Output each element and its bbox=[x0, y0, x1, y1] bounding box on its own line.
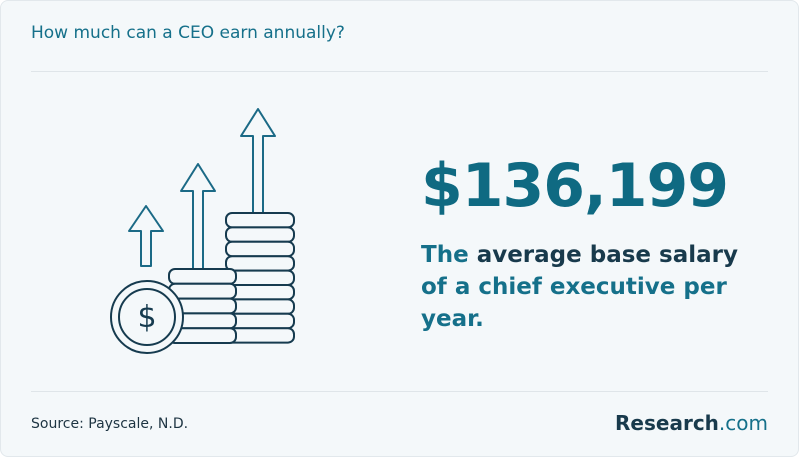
coin-inner bbox=[118, 288, 176, 346]
coin-layer bbox=[225, 240, 295, 258]
arrow bbox=[180, 163, 216, 270]
coin-layer bbox=[225, 212, 295, 229]
stat-description: The average base salary of a chief execu… bbox=[421, 239, 751, 335]
divider bbox=[31, 71, 768, 72]
arrow bbox=[240, 108, 276, 214]
coin-layer bbox=[225, 255, 295, 272]
coin-layer bbox=[225, 226, 295, 243]
desc-text: of a bbox=[421, 274, 471, 300]
coin-layer bbox=[168, 268, 237, 285]
dollar-sign: $ bbox=[137, 300, 156, 335]
coin-layer bbox=[168, 282, 237, 300]
source: Source: Payscale, N.D. bbox=[31, 416, 189, 432]
logo-main: Research bbox=[615, 411, 719, 435]
title: How much can a CEO earn annually? bbox=[31, 23, 345, 43]
desc-text: The bbox=[421, 242, 469, 268]
arrow bbox=[128, 205, 164, 267]
logo: Research.com bbox=[615, 411, 768, 435]
desc-highlight: average base salary bbox=[476, 242, 738, 268]
desc-text: chief executive per year. bbox=[421, 274, 727, 332]
stat-value: $136,199 bbox=[421, 151, 729, 221]
divider bbox=[31, 391, 768, 392]
coin bbox=[110, 280, 184, 354]
salary-icon: $ bbox=[110, 108, 295, 354]
logo-suffix: .com bbox=[718, 411, 768, 435]
